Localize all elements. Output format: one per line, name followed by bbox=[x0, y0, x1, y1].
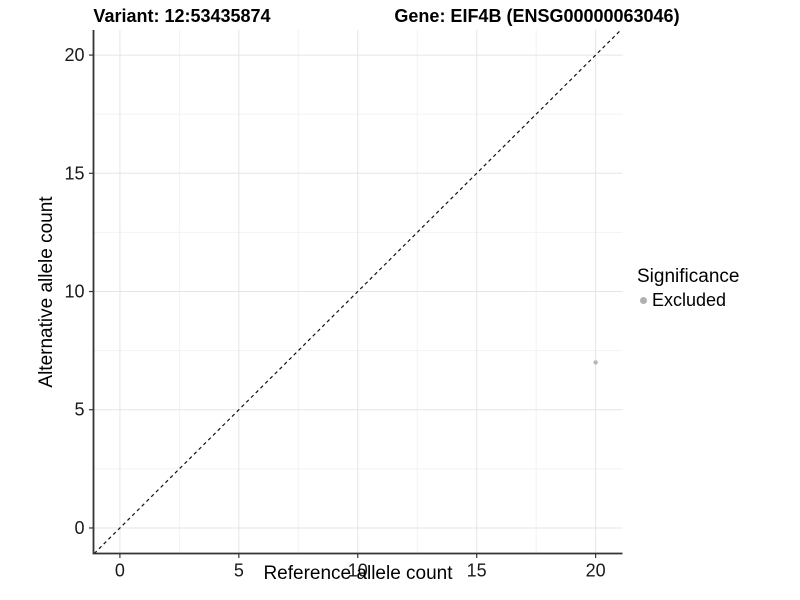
y-tick-label: 0 bbox=[74, 518, 84, 538]
legend-item-excluded: Excluded bbox=[637, 290, 739, 311]
legend-item-label: Excluded bbox=[652, 290, 727, 310]
gene-title: Gene: EIF4B (ENSG00000063046) bbox=[394, 6, 680, 26]
y-tick-label: 5 bbox=[74, 400, 84, 420]
variant-title: Variant: 12:53435874 bbox=[93, 6, 271, 26]
x-tick-label: 5 bbox=[234, 561, 244, 581]
x-tick-label: 20 bbox=[586, 561, 606, 581]
x-tick-label: 0 bbox=[115, 561, 125, 581]
x-axis-title: Reference allele count bbox=[263, 563, 453, 584]
data-point bbox=[593, 360, 598, 365]
y-tick-label: 10 bbox=[64, 282, 84, 302]
x-tick-label: 10 bbox=[348, 561, 368, 581]
legend-title: Significance bbox=[637, 266, 740, 287]
legend: Significance Excluded bbox=[637, 266, 739, 311]
y-tick-label: 15 bbox=[64, 163, 84, 183]
excluded-point-icon bbox=[640, 297, 647, 304]
identity-dashed-line bbox=[93, 29, 622, 554]
y-tick-label: 20 bbox=[64, 45, 84, 65]
y-axis-title: Alternative allele count bbox=[36, 196, 57, 388]
x-tick-label: 15 bbox=[467, 561, 487, 581]
